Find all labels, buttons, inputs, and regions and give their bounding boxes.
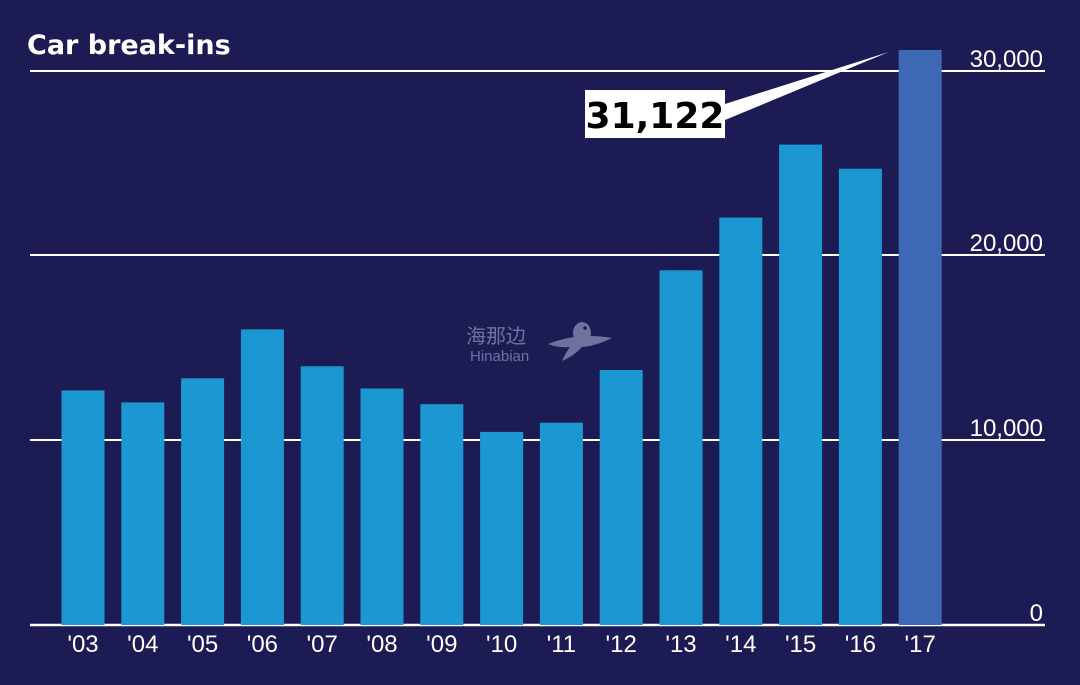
bar-08: [360, 388, 404, 625]
watermark-latin-text: Hinabian: [470, 348, 529, 365]
callout-label: 31,122: [586, 96, 725, 137]
y-tick-label-0: 0: [1030, 600, 1043, 627]
x-tick-label-07: '07: [307, 631, 338, 658]
value-callout: 31,122: [585, 52, 889, 138]
x-tick-label-04: '04: [127, 631, 158, 658]
x-tick-label-15: '15: [785, 631, 816, 658]
bar-15: [779, 144, 823, 625]
watermark-chinese-text: 海那边: [466, 324, 526, 348]
bar-04: [121, 402, 165, 625]
bird-logo-icon: [548, 322, 612, 361]
x-tick-label-12: '12: [606, 631, 637, 658]
x-tick-label-10: '10: [486, 631, 517, 658]
watermark: 海那边 Hinabian: [466, 322, 612, 365]
x-tick-label-09: '09: [426, 631, 457, 658]
bar-09: [420, 404, 464, 625]
x-tick-label-16: '16: [845, 631, 876, 658]
y-tick-label-20000: 20,000: [970, 230, 1043, 257]
bar-03: [61, 390, 105, 625]
bar-05: [181, 378, 225, 625]
x-tick-label-03: '03: [67, 631, 98, 658]
x-tick-label-11: '11: [547, 631, 577, 658]
bar-16: [838, 168, 882, 625]
bar-07: [300, 366, 344, 625]
x-tick-label-08: '08: [366, 631, 397, 658]
chart-title: Car break-ins: [27, 30, 231, 61]
x-tick-label-05: '05: [187, 631, 218, 658]
bar-11: [539, 422, 583, 625]
x-tick-labels: '03 '04 '05 '06 '07 '08 '09 '10 '11 '12 '13 '14 '15 '…: [67, 631, 935, 658]
x-tick-label-13: '13: [665, 631, 696, 658]
bars: [61, 50, 942, 625]
x-tick-label-06: '06: [247, 631, 278, 658]
callout-pointer: [725, 52, 889, 120]
bar-17: [898, 50, 942, 625]
bar-06: [240, 329, 284, 625]
bar-13: [659, 270, 703, 625]
x-tick-label-14: '14: [725, 631, 756, 658]
y-tick-label-30000: 30,000: [970, 46, 1043, 73]
y-tick-labels: 0 10,000 20,000 30,000: [970, 46, 1043, 627]
x-tick-label-17: '17: [905, 631, 936, 658]
bar-10: [480, 431, 524, 625]
bar-14: [719, 217, 763, 625]
bar-12: [599, 370, 643, 625]
callout-box: [585, 90, 725, 138]
y-tick-label-10000: 10,000: [970, 415, 1043, 442]
